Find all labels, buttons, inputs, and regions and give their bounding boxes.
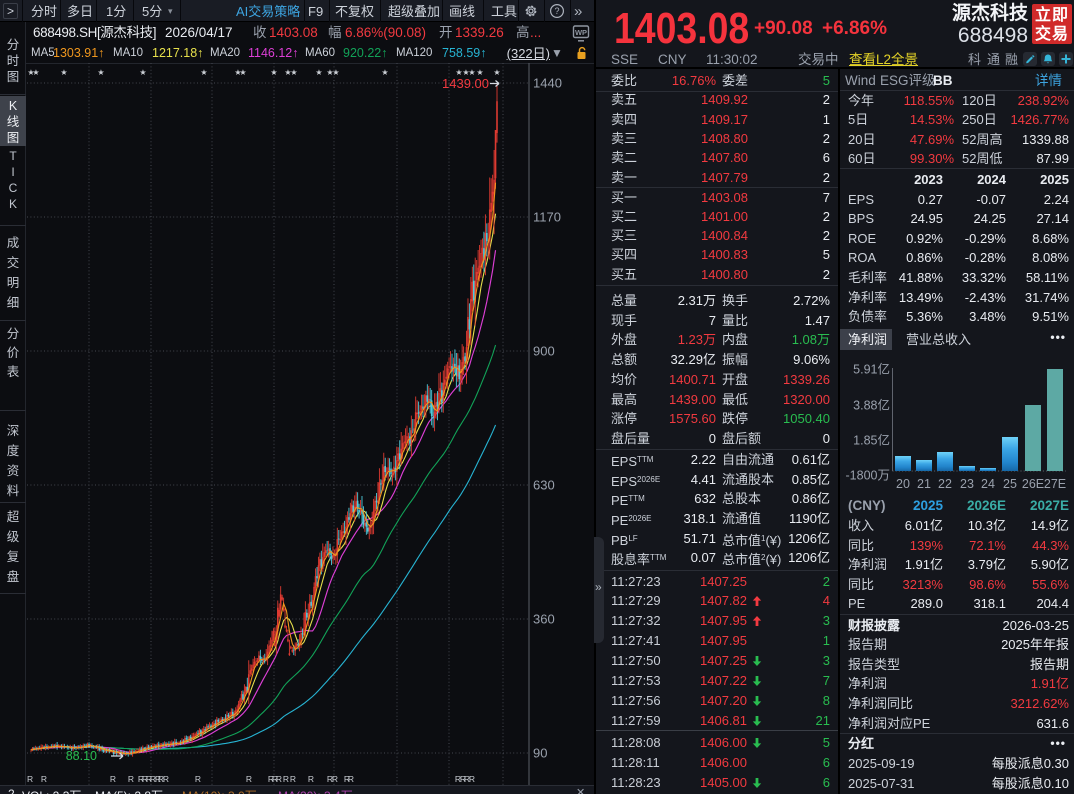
svg-text:26E: 26E — [1022, 477, 1044, 491]
svg-text:R: R — [128, 774, 134, 784]
svg-text:★: ★ — [234, 68, 241, 77]
svg-text:R: R — [455, 774, 461, 784]
svg-text:24: 24 — [981, 477, 995, 491]
svg-text:R: R — [344, 774, 350, 784]
svg-text:★: ★ — [315, 68, 322, 77]
svg-text:★: ★ — [239, 68, 246, 77]
svg-text:R: R — [110, 774, 116, 784]
svg-text:88.10: 88.10 — [66, 749, 97, 763]
svg-text:★: ★ — [455, 68, 462, 77]
svg-text:1.85亿: 1.85亿 — [853, 433, 890, 448]
svg-text:R: R — [460, 774, 466, 784]
svg-text:★: ★ — [493, 68, 500, 77]
svg-text:22: 22 — [938, 477, 952, 491]
svg-text:27E: 27E — [1044, 477, 1066, 491]
svg-text:-1800万: -1800万 — [846, 469, 890, 483]
svg-text:1170: 1170 — [533, 210, 561, 225]
svg-text:R: R — [348, 774, 354, 784]
svg-text:R: R — [41, 774, 47, 784]
svg-text:★: ★ — [332, 68, 339, 77]
svg-text:R: R — [272, 774, 278, 784]
svg-text:20: 20 — [896, 477, 910, 491]
svg-text:★: ★ — [27, 68, 34, 77]
svg-text:R: R — [308, 774, 314, 784]
svg-text:630: 630 — [533, 478, 555, 493]
svg-text:R: R — [276, 774, 282, 784]
svg-text:★: ★ — [476, 68, 483, 77]
svg-text:R: R — [155, 774, 161, 784]
svg-text:3.88亿: 3.88亿 — [853, 398, 890, 413]
svg-text:R: R — [27, 774, 33, 784]
svg-text:★: ★ — [200, 68, 207, 77]
svg-text:R: R — [195, 774, 201, 784]
svg-text:?: ? — [554, 6, 559, 16]
svg-text:R: R — [163, 774, 169, 784]
svg-text:R: R — [268, 774, 274, 784]
svg-text:★: ★ — [381, 68, 388, 77]
svg-text:★: ★ — [326, 68, 333, 77]
svg-text:R: R — [158, 774, 164, 784]
svg-text:★: ★ — [284, 68, 291, 77]
svg-text:R: R — [464, 774, 470, 784]
svg-text:R: R — [246, 774, 252, 784]
svg-text:R: R — [146, 774, 152, 784]
svg-text:1439.00: 1439.00 — [442, 76, 489, 91]
svg-text:360: 360 — [533, 612, 555, 627]
svg-text:WP: WP — [575, 28, 587, 37]
svg-text:★: ★ — [270, 68, 277, 77]
svg-text:★: ★ — [97, 68, 104, 77]
svg-text:900: 900 — [533, 344, 555, 359]
svg-text:★: ★ — [462, 68, 469, 77]
svg-text:90: 90 — [533, 746, 547, 761]
svg-text:1440: 1440 — [533, 76, 562, 91]
svg-text:★: ★ — [139, 68, 146, 77]
svg-text:★: ★ — [468, 68, 475, 77]
svg-text:R: R — [150, 774, 156, 784]
svg-text:25: 25 — [1003, 477, 1017, 491]
svg-text:5.91亿: 5.91亿 — [853, 362, 890, 377]
svg-text:R: R — [283, 774, 289, 784]
svg-text:R: R — [290, 774, 296, 784]
svg-text:R: R — [138, 774, 144, 784]
svg-text:R: R — [327, 774, 333, 784]
svg-text:R: R — [332, 774, 338, 784]
svg-text:21: 21 — [917, 477, 931, 491]
svg-text:R: R — [142, 774, 148, 784]
svg-text:R: R — [469, 774, 475, 784]
svg-text:★: ★ — [60, 68, 67, 77]
svg-text:★: ★ — [290, 68, 297, 77]
svg-text:23: 23 — [960, 477, 974, 491]
svg-text:★: ★ — [32, 68, 39, 77]
